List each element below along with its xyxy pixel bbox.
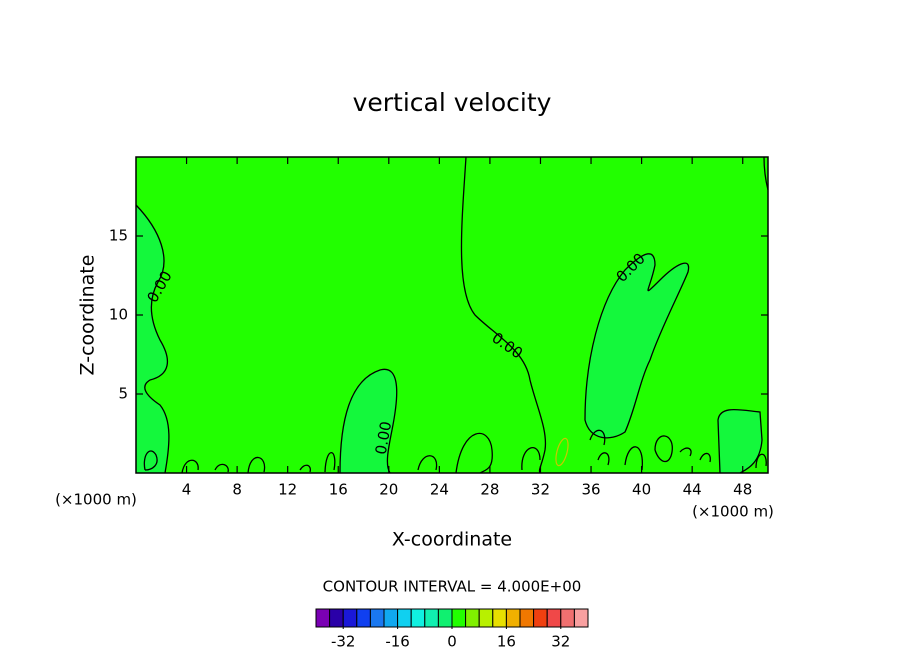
field-regions [136,205,762,473]
y-tick-label: 15 [109,227,128,245]
colorbar-box [465,608,480,628]
x-tick-label: 4 [182,481,192,499]
colorbar-box [560,608,575,628]
colorbar-box [492,608,507,628]
colorbar-box [397,608,412,628]
x-tick-label: 32 [531,481,550,499]
contour-lines [135,156,769,474]
x-unit-label: (×1000 m) [55,491,137,509]
contour-label: 0.00 [372,420,396,456]
colorbar-box [315,608,331,628]
colorbar-tick-label: -16 [385,633,410,651]
colorbar: -32 -16 0 16 32 [315,608,589,651]
colorbar-tick-label: 16 [497,633,516,651]
x-tick-label: 8 [232,481,242,499]
x-axis-label: X-coordinate [392,529,512,551]
colorbar-box [369,608,385,628]
colorbar-tick-label: 32 [551,633,570,651]
colorbar-box [383,608,399,628]
x-tick-label: 12 [278,481,297,499]
colorbar-box [329,608,344,628]
x-tick-label: 48 [733,481,752,499]
x-tick-label: 28 [480,481,499,499]
colorbar-tick-label: -32 [331,633,356,651]
colorbar-box [505,608,521,628]
colorbar-box [451,608,467,628]
colorbar-box [573,608,589,628]
colorbar-box [356,608,371,628]
colorbar-box [546,608,562,628]
chart-title: vertical velocity [353,88,552,117]
colorbar-box [410,608,426,628]
contour-interval: CONTOUR INTERVAL = 4.000E+00 [323,578,582,596]
x-tick-label: 16 [329,481,348,499]
y-axis-label: Z-coordinate [77,255,99,376]
x-unit-label: (×1000 m) [692,503,774,521]
colorbar-box [519,608,535,628]
colorbar-box [342,608,358,628]
y-tick-label: 5 [118,385,128,403]
y-tick-label: 10 [109,306,128,324]
colorbar-box [437,608,453,628]
colorbar-box [478,608,494,628]
x-tick-label: 36 [581,481,600,499]
x-tick-label: 24 [430,481,449,499]
x-tick-label: 40 [632,481,651,499]
field-background [136,157,768,473]
colorbar-box [533,608,548,628]
colorbar-box [424,608,439,628]
x-tick-label: 44 [683,481,702,499]
colorbar-tick-label: 0 [447,633,457,651]
x-tick-label: 20 [379,481,398,499]
